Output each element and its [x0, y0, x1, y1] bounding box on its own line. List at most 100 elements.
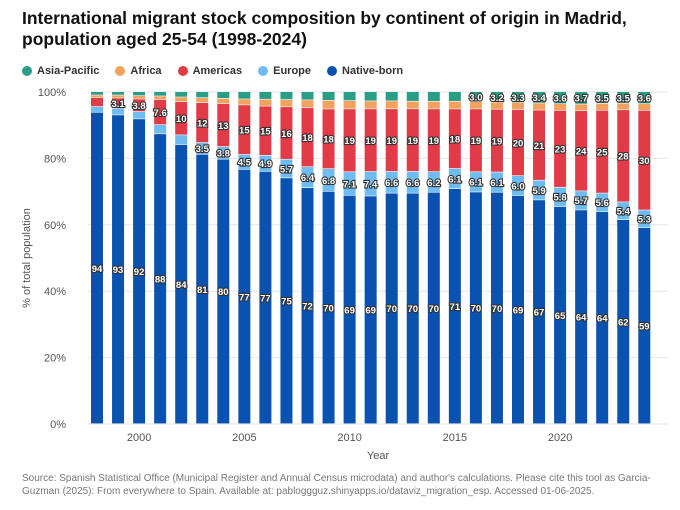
data-label: 7.1 — [343, 179, 357, 190]
bar-segment-native-born — [196, 154, 209, 424]
data-label: 75 — [281, 297, 292, 308]
y-tick-label: 0% — [50, 419, 66, 431]
data-label: 67 — [534, 308, 545, 319]
bar-segment-asia-pacific — [512, 92, 524, 103]
legend-item-africa[interactable]: Africa — [115, 65, 162, 77]
data-label: 5.7 — [280, 164, 293, 175]
bar-segment-africa — [175, 97, 188, 102]
bar-segment-africa — [343, 100, 356, 109]
x-tick-label: 2005 — [232, 432, 256, 444]
bar-segment-asia-pacific — [575, 92, 588, 104]
data-label: 4.9 — [259, 159, 272, 170]
bar-segment-europe — [596, 193, 609, 212]
data-label: 59 — [639, 321, 650, 332]
legend-label: Africa — [130, 65, 162, 77]
data-label: 5.9 — [532, 186, 545, 197]
data-label: 10 — [176, 114, 187, 125]
data-label: 70 — [471, 304, 482, 315]
data-label: 12 — [197, 118, 208, 129]
bar-segment-americas — [343, 109, 356, 172]
data-label: 81 — [197, 285, 208, 296]
bar-segment-native-born — [575, 210, 588, 424]
data-label: 5.8 — [553, 193, 566, 204]
bar-segment-europe — [217, 146, 230, 159]
bar-segment-americas — [364, 109, 377, 172]
data-label: 25 — [597, 147, 608, 158]
bar-segment-europe — [448, 168, 461, 189]
bar-segment-native-born — [638, 227, 651, 424]
bar-segment-native-born — [133, 119, 146, 424]
bar-segment-native-born — [406, 193, 419, 424]
x-axis-title: Year — [367, 450, 390, 462]
legend-item-europe[interactable]: Europe — [258, 65, 311, 77]
bar-segment-native-born — [343, 195, 356, 424]
bar-segment-americas — [385, 109, 398, 172]
x-tick-label: 2000 — [127, 432, 151, 444]
data-label: 3.0 — [469, 92, 482, 103]
data-label: 19 — [365, 136, 376, 147]
bar-segment-americas — [238, 105, 251, 155]
bar-segment-native-born — [280, 178, 293, 424]
bar-segment-native-born — [448, 188, 461, 424]
bar-segment-asia-pacific — [133, 92, 146, 96]
bar-segment-native-born — [301, 188, 314, 424]
legend-label: Europe — [273, 65, 312, 77]
bar-segment-africa — [301, 100, 314, 108]
data-label: 93 — [113, 265, 124, 276]
bar-segment-europe — [175, 135, 188, 145]
bar-segment-europe — [280, 159, 293, 178]
bar-segment-africa — [238, 99, 251, 105]
y-tick-label: 20% — [44, 353, 66, 365]
bar-segment-africa — [259, 99, 272, 106]
data-label: 16 — [281, 129, 292, 140]
data-label: 3.1 — [111, 99, 125, 110]
bar-segment-europe — [196, 142, 209, 154]
bar-segment-native-born — [385, 193, 398, 424]
y-tick-label: 80% — [44, 153, 66, 165]
legend-item-native-born[interactable]: Native-born — [327, 65, 403, 77]
data-label: 3.5 — [617, 93, 631, 104]
bar-segment-africa — [217, 98, 230, 104]
data-label: 6.4 — [301, 173, 315, 184]
data-label: 19 — [429, 136, 440, 147]
bar-segment-americas — [512, 109, 524, 176]
bar-segment-americas — [112, 98, 125, 108]
bar-segment-africa — [575, 104, 588, 111]
bar-segment-europe — [469, 172, 482, 192]
legend-swatch — [115, 66, 126, 76]
legend-item-americas[interactable]: Americas — [177, 65, 243, 77]
data-label: 77 — [239, 292, 250, 303]
bar-segment-asia-pacific — [259, 92, 272, 99]
data-label: 6.2 — [427, 178, 440, 189]
bar-segment-europe — [554, 187, 567, 207]
data-label: 5.6 — [596, 198, 609, 209]
x-tick-label: 2020 — [548, 432, 572, 444]
data-label: 70 — [386, 304, 397, 315]
legend-label: Native-born — [342, 65, 404, 77]
bar-segment-americas — [533, 110, 546, 180]
data-label: 69 — [365, 306, 376, 317]
data-label: 3.5 — [596, 93, 610, 104]
bar-segment-native-born — [154, 134, 167, 424]
data-label: 71 — [450, 302, 461, 313]
bar-segment-europe — [406, 171, 419, 193]
bar-segment-native-born — [469, 192, 482, 424]
bar-segment-americas — [301, 108, 314, 167]
data-label: 70 — [407, 304, 418, 315]
y-tick-label: 100% — [38, 87, 66, 99]
data-label: 20 — [513, 138, 524, 149]
data-label: 6.6 — [385, 178, 398, 189]
data-label: 3.2 — [490, 93, 503, 104]
bar-segment-native-born — [490, 192, 503, 424]
bar-segment-native-born — [427, 192, 440, 424]
data-label: 21 — [534, 141, 545, 152]
bar-segment-native-born — [512, 195, 524, 424]
bar-segment-americas — [280, 107, 293, 159]
bar-segment-asia-pacific — [280, 92, 293, 100]
legend-item-asia-pacific[interactable]: Asia-Pacific — [22, 65, 99, 77]
bar-segment-europe — [427, 172, 440, 192]
bar-segment-asia-pacific — [638, 92, 651, 104]
x-tick-label: 2010 — [337, 432, 361, 444]
legend-label: Americas — [192, 65, 243, 77]
